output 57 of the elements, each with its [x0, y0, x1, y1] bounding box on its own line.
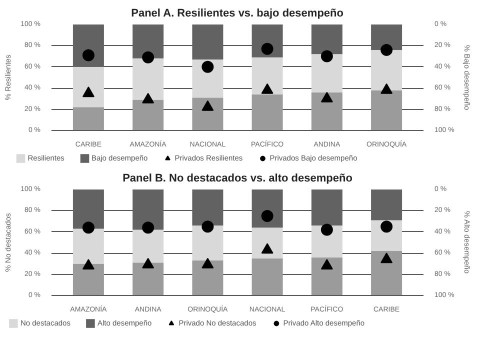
point — [142, 258, 154, 268]
bar — [252, 94, 283, 130]
point — [320, 258, 333, 270]
point — [202, 258, 214, 268]
point — [82, 222, 94, 234]
bar — [72, 228, 104, 264]
chart-title: Panel A. Resilientes vs. bajo desempeño — [131, 8, 344, 20]
bar — [311, 190, 342, 226]
bar — [132, 24, 164, 58]
bar — [371, 24, 402, 50]
point — [142, 222, 154, 234]
point — [142, 92, 154, 104]
point — [380, 44, 393, 56]
bar — [132, 100, 164, 130]
bar — [192, 226, 224, 261]
point — [202, 60, 214, 73]
bar — [72, 107, 104, 130]
bar — [132, 230, 164, 263]
point — [261, 83, 274, 94]
bar — [192, 98, 224, 130]
bar — [311, 54, 342, 92]
point — [261, 210, 274, 222]
bar — [132, 190, 164, 230]
point — [82, 49, 94, 62]
bar — [311, 257, 342, 296]
point — [380, 252, 393, 264]
point — [82, 258, 94, 270]
bar — [192, 24, 224, 60]
bar — [192, 260, 224, 296]
point — [202, 220, 214, 233]
point — [320, 50, 333, 62]
point — [320, 92, 333, 102]
bar — [252, 190, 283, 228]
bar — [72, 264, 104, 296]
bar — [72, 66, 104, 108]
bar — [72, 24, 104, 67]
bar — [371, 250, 402, 296]
bar — [371, 50, 402, 90]
bar — [252, 258, 283, 296]
point — [142, 51, 154, 64]
bar — [252, 228, 283, 258]
bar — [192, 59, 224, 98]
point — [380, 220, 393, 233]
point — [320, 224, 333, 236]
point — [261, 42, 274, 55]
bar — [252, 57, 283, 94]
bar — [311, 92, 342, 130]
bar — [192, 190, 224, 226]
chart-title: Panel B. No destacados vs. alto desempeño — [122, 172, 353, 184]
bar — [72, 190, 104, 229]
point — [202, 100, 214, 111]
bar — [371, 190, 402, 220]
bar — [132, 58, 164, 100]
bar — [371, 90, 402, 130]
point — [380, 83, 393, 94]
bar — [311, 24, 342, 54]
bar — [132, 262, 164, 296]
